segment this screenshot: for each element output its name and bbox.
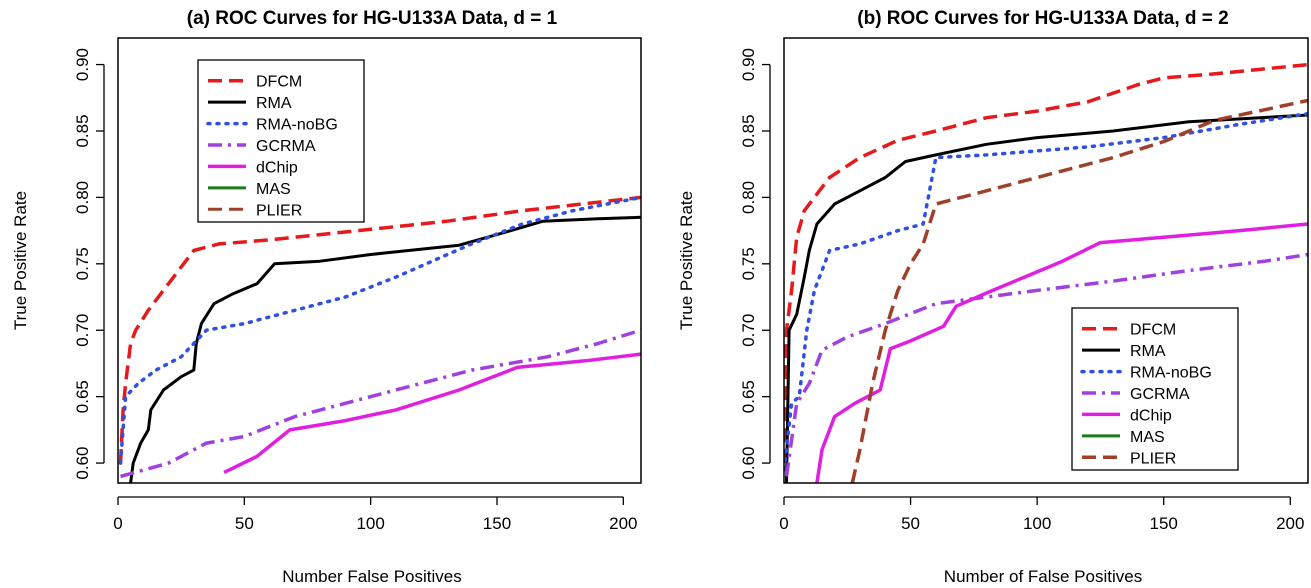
legend-label-dfcm: DFCM <box>256 74 302 91</box>
plot-frame <box>783 37 1309 484</box>
series-line-dfcm <box>784 62 1308 464</box>
x-tick-label: 200 <box>609 514 637 533</box>
x-axis-label: Number of False Positives <box>944 567 1142 586</box>
plot-frame <box>117 37 642 484</box>
series-line-rma-nobg <box>784 111 1308 472</box>
y-axis-label: True Positive Rate <box>11 191 30 330</box>
x-tick-label: 100 <box>1023 514 1051 533</box>
x-tick-label: 0 <box>113 514 122 533</box>
legend-box <box>197 59 365 223</box>
legend-label-mas: MAS <box>1130 429 1165 446</box>
x-tick-label: 200 <box>1276 514 1304 533</box>
y-axis-label: True Positive Rate <box>677 191 696 330</box>
x-tick-label: 150 <box>1150 514 1178 533</box>
legend-label-dfcm: DFCM <box>1130 322 1176 339</box>
y-tick-label: 0.75 <box>739 247 758 280</box>
series-line-dchip <box>223 352 641 474</box>
y-tick-label: 0.85 <box>73 114 92 147</box>
series-line-dchip <box>815 222 1308 483</box>
series-line-rma <box>129 215 641 483</box>
legend-label-rma-nobg: RMA-noBG <box>256 117 338 134</box>
series-line-rma-nobg <box>118 195 641 465</box>
series-line-rma <box>785 113 1308 483</box>
legend-label-gcrma: GCRMA <box>1130 386 1190 403</box>
y-tick-label: 0.60 <box>739 447 758 480</box>
series-lines <box>118 195 641 483</box>
series-lines <box>784 62 1308 483</box>
legend-label-gcrma: GCRMA <box>256 138 316 155</box>
series-line-gcrma <box>784 252 1308 477</box>
x-tick-label: 50 <box>901 514 920 533</box>
y-tick-label: 0.70 <box>73 314 92 347</box>
x-tick-label: 0 <box>779 514 788 533</box>
series-line-dfcm <box>118 195 641 464</box>
chart-title: (a) ROC Curves for HG-U133A Data, d = 1 <box>187 8 558 29</box>
x-axis: 0 50 100 150 200 <box>113 496 638 533</box>
series-line-gcrma <box>120 328 641 479</box>
legend-label-dchip: dChip <box>1130 407 1172 424</box>
y-axis: 0.60 0.65 0.70 0.75 0.80 0.85 0.90 <box>739 48 771 480</box>
legend-label-plier: PLIER <box>256 202 302 219</box>
y-tick-label: 0.90 <box>739 48 758 81</box>
legend-label-dchip: dChip <box>256 159 298 176</box>
y-tick-label: 0.65 <box>73 380 92 413</box>
x-tick-label: 150 <box>483 514 511 533</box>
x-tick-label: 50 <box>235 514 254 533</box>
legend-box <box>1071 307 1239 471</box>
legend-label-rma-nobg: RMA-noBG <box>1130 365 1212 382</box>
y-tick-label: 0.80 <box>739 181 758 214</box>
roc-panel-a: (a) ROC Curves for HG-U133A Data, d = 1 N… <box>11 8 642 586</box>
y-tick-label: 0.65 <box>739 380 758 413</box>
y-tick-label: 0.60 <box>73 447 92 480</box>
legend-label-plier: PLIER <box>1130 450 1176 467</box>
roc-panel-b: (b) ROC Curves for HG-U133A Data, d = 2 N… <box>677 8 1309 586</box>
legend: DFCM RMA RMA-noBG GCRMA dChip MAS PLIER <box>1071 307 1239 471</box>
chart-title: (b) ROC Curves for HG-U133A Data, d = 2 <box>857 8 1228 29</box>
x-axis-label: Number False Positives <box>282 567 462 586</box>
y-tick-label: 0.90 <box>73 48 92 81</box>
legend-label-rma: RMA <box>1130 343 1166 360</box>
y-axis: 0.60 0.65 0.70 0.75 0.80 0.85 0.90 <box>73 48 105 480</box>
legend-label-rma: RMA <box>256 95 292 112</box>
x-tick-label: 100 <box>356 514 384 533</box>
y-tick-label: 0.75 <box>73 247 92 280</box>
legend: DFCM RMA RMA-noBG GCRMA dChip MAS PLIER <box>197 59 365 223</box>
y-tick-label: 0.85 <box>739 114 758 147</box>
y-tick-label: 0.80 <box>73 181 92 214</box>
legend-label-mas: MAS <box>256 181 291 198</box>
x-axis: 0 50 100 150 200 <box>779 496 1304 533</box>
y-tick-label: 0.70 <box>739 314 758 347</box>
